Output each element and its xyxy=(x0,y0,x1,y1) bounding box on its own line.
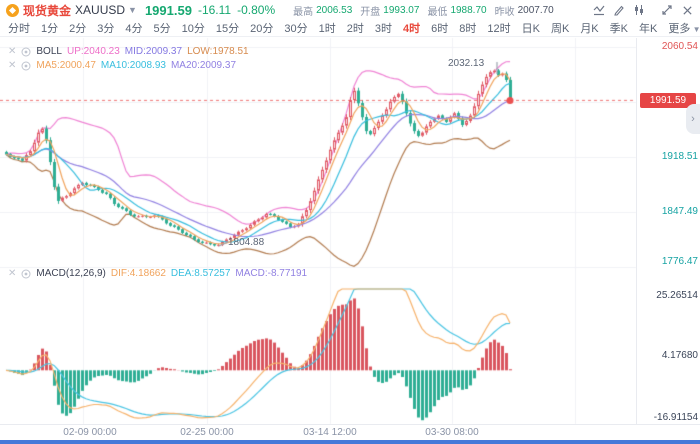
macd-tick-top: 25.26514 xyxy=(656,290,698,301)
panel-expand-handle[interactable]: › xyxy=(686,104,700,134)
macd-legend: ✕ MACD(12,26,9) DIF:4.18662 DEA:8.57257 … xyxy=(8,268,307,279)
timeframe-tab-21[interactable]: 年K xyxy=(639,23,658,35)
timeframe-tab-19[interactable]: 月K xyxy=(580,23,599,35)
daily-stats: 最高 2006.53 开盘 1993.07 最低 1988.70 昨收 2007… xyxy=(285,3,554,18)
timeframe-toolbar: 分时 1分 2分 3分 4分 5分 10分 15分 20分 30分 1时 2时 3时 4时 6时 8时 12时日… xyxy=(0,20,700,37)
draw-pencil-icon[interactable] xyxy=(612,3,626,17)
current-price-badge: 1991.59 xyxy=(640,93,696,108)
time-label-2: 02-25 00:00 xyxy=(180,427,234,438)
timeframe-tab-12[interactable]: 3时 xyxy=(374,23,392,35)
chart-style-icon[interactable] xyxy=(592,3,606,17)
ma20-value: MA20:2009.37 xyxy=(170,60,237,71)
boll-mid-value: MID:2009.37 xyxy=(124,46,183,57)
boll-name: BOLL xyxy=(36,46,62,57)
high-annotation: 2032.13 xyxy=(448,58,485,69)
time-label-3: 03-14 12:00 xyxy=(303,427,357,438)
timeframe-tab-4[interactable]: 4分 xyxy=(125,23,143,35)
ma-legend: ✕ MA5:2000.47 MA10:2008.93 MA20:2009.37 xyxy=(8,60,236,71)
timeframe-tab-15[interactable]: 8时 xyxy=(459,23,477,35)
open-label: 开盘 xyxy=(360,6,381,18)
prevclose-label: 昨收 xyxy=(494,6,515,18)
macd-settings-icon[interactable] xyxy=(21,269,31,279)
timeframe-tab-10[interactable]: 1时 xyxy=(318,23,336,35)
boll-legend: ✕ BOLL UP:2040.23 MID:2009.37 LOW:1978.5… xyxy=(8,46,249,57)
macd-name: MACD(12,26,9) xyxy=(36,268,106,279)
high-value: 2006.53 xyxy=(316,4,353,16)
timeframe-tab-3[interactable]: 3分 xyxy=(97,23,115,35)
price-change: -16.11 xyxy=(197,3,232,17)
boll-low-value: LOW:1978.51 xyxy=(187,46,249,57)
timeframe-tab-1[interactable]: 1分 xyxy=(41,23,59,35)
low-annotation: 1804.88 xyxy=(228,237,265,248)
macd-dea-value: DEA:8.57257 xyxy=(170,268,231,279)
instrument-symbol: XAUUSD xyxy=(75,3,126,17)
close-icon[interactable] xyxy=(680,3,694,17)
price-tick-1918: 1918.51 xyxy=(661,151,698,162)
timeframe-tab-13[interactable]: 4时 xyxy=(403,23,421,35)
price-tick-1847: 1847.49 xyxy=(661,206,698,217)
price-tick-1776: 1776.47 xyxy=(661,256,698,267)
low-value: 1988.70 xyxy=(450,4,487,16)
macd-dif-value: DIF:4.18662 xyxy=(110,268,166,279)
last-price: 1991.59 xyxy=(144,2,192,18)
macd-tick-mid: 4.17680 xyxy=(661,350,698,361)
gold-logo-icon xyxy=(6,3,19,17)
axis-separator xyxy=(636,38,637,424)
bottom-scrollbar[interactable] xyxy=(0,440,700,444)
header-bar: 现货黄金 XAUUSD ▼ 1991.59 -16.11 -0.80% 最高 2… xyxy=(0,0,700,20)
timeframe-tab-14[interactable]: 6时 xyxy=(431,23,449,35)
boll-settings-icon[interactable] xyxy=(21,47,31,57)
ma5-value: MA5:2000.47 xyxy=(36,60,96,71)
fullscreen-icon[interactable] xyxy=(660,3,674,17)
timeframe-tab-16[interactable]: 12时 xyxy=(487,23,511,35)
header-actions xyxy=(592,3,694,17)
symbol-dropdown-icon[interactable]: ▼ xyxy=(128,5,137,15)
timeframe-tab-11[interactable]: 2时 xyxy=(346,23,364,35)
more-timeframes-button[interactable]: 更多 ▼ xyxy=(668,23,700,35)
prevclose-value: 2007.70 xyxy=(517,4,554,16)
low-label: 最低 xyxy=(427,6,448,18)
macd-value: MACD:-8.77191 xyxy=(235,268,308,279)
timeframe-tab-0[interactable]: 分时 xyxy=(8,23,30,35)
timeframe-tab-17[interactable]: 日K xyxy=(521,23,540,35)
high-label: 最高 xyxy=(293,6,314,18)
macd-tick-bottom: -16.91154 xyxy=(653,412,698,423)
timeframe-tab-5[interactable]: 5分 xyxy=(153,23,171,35)
price-change-pct: -0.80% xyxy=(237,3,276,17)
time-label-1: 02-09 00:00 xyxy=(63,427,117,438)
ma-remove-icon[interactable]: ✕ xyxy=(8,60,17,71)
boll-remove-icon[interactable]: ✕ xyxy=(8,46,17,57)
instrument-name: 现货黄金 xyxy=(23,3,72,18)
timeframe-tab-18[interactable]: 周K xyxy=(550,23,570,35)
open-value: 1993.07 xyxy=(383,4,420,16)
timeframe-tab-7[interactable]: 15分 xyxy=(215,23,240,35)
time-axis-line xyxy=(0,424,700,425)
timeframe-tab-2[interactable]: 2分 xyxy=(69,23,87,35)
timeframe-tab-8[interactable]: 20分 xyxy=(250,23,274,35)
timeframe-tab-9[interactable]: 30分 xyxy=(284,23,308,35)
ma10-value: MA10:2008.93 xyxy=(100,60,166,71)
ma-settings-icon[interactable] xyxy=(21,61,31,71)
price-tick-2060: 2060.54 xyxy=(661,41,698,52)
indicator-candles-icon[interactable] xyxy=(632,3,646,17)
boll-up-value: UP:2040.23 xyxy=(66,46,120,57)
timeframe-tab-6[interactable]: 10分 xyxy=(181,23,205,35)
timeframe-tab-20[interactable]: 季K xyxy=(609,23,628,35)
macd-remove-icon[interactable]: ✕ xyxy=(8,268,17,279)
time-label-4: 03-30 08:00 xyxy=(425,427,479,438)
